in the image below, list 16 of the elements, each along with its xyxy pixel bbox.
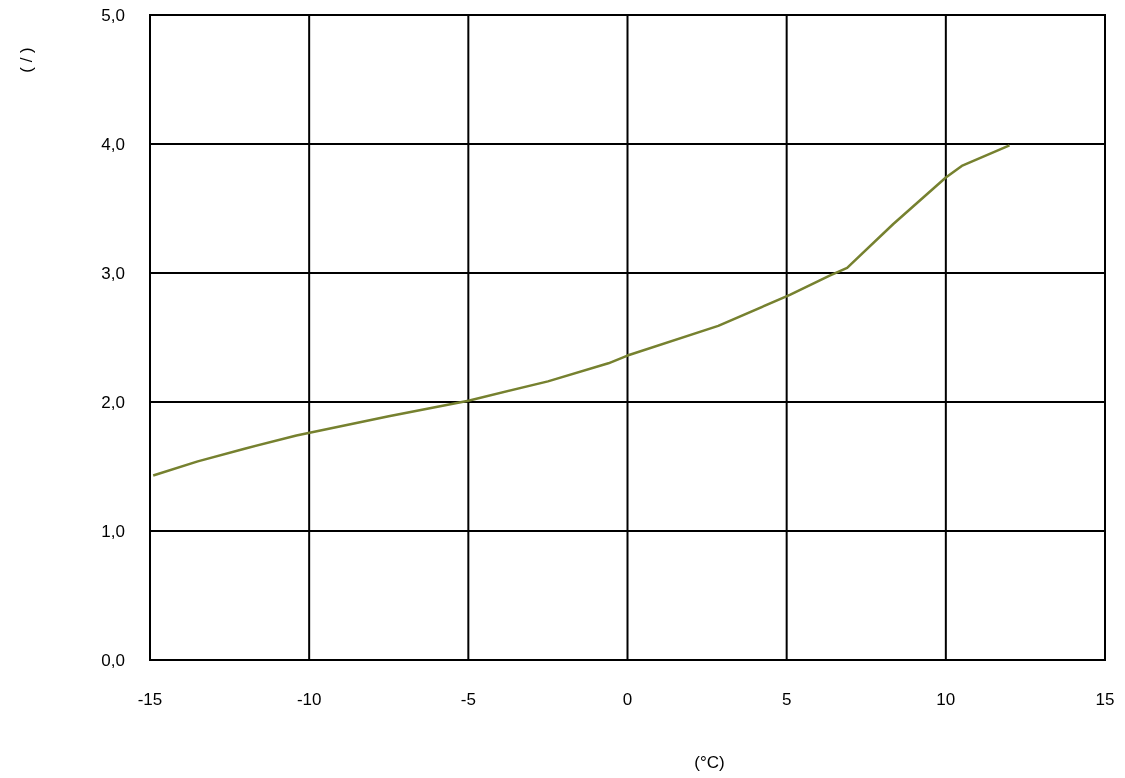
y-tick-label: 1,0: [101, 522, 125, 541]
y-tick-label: 5,0: [101, 6, 125, 25]
x-tick-label: 5: [781, 690, 792, 709]
x-tick-label: -10: [296, 690, 322, 709]
line-series: [151, 144, 1011, 477]
x-tick-label: 15: [1095, 690, 1115, 709]
y-tick-label: 3,0: [101, 264, 125, 283]
x-tick-label: -5: [460, 690, 476, 709]
y-tick-label: 4,0: [101, 135, 125, 154]
x-axis-title: (°C): [694, 753, 725, 772]
y-tick-label: 0,0: [101, 651, 125, 670]
x-tick-label: 0: [622, 690, 633, 709]
x-tick-label: 10: [936, 690, 956, 709]
y-axis-title: ( / ): [17, 47, 36, 73]
y-tick-label: 2,0: [101, 393, 125, 412]
x-tick-label: -15: [137, 690, 163, 709]
